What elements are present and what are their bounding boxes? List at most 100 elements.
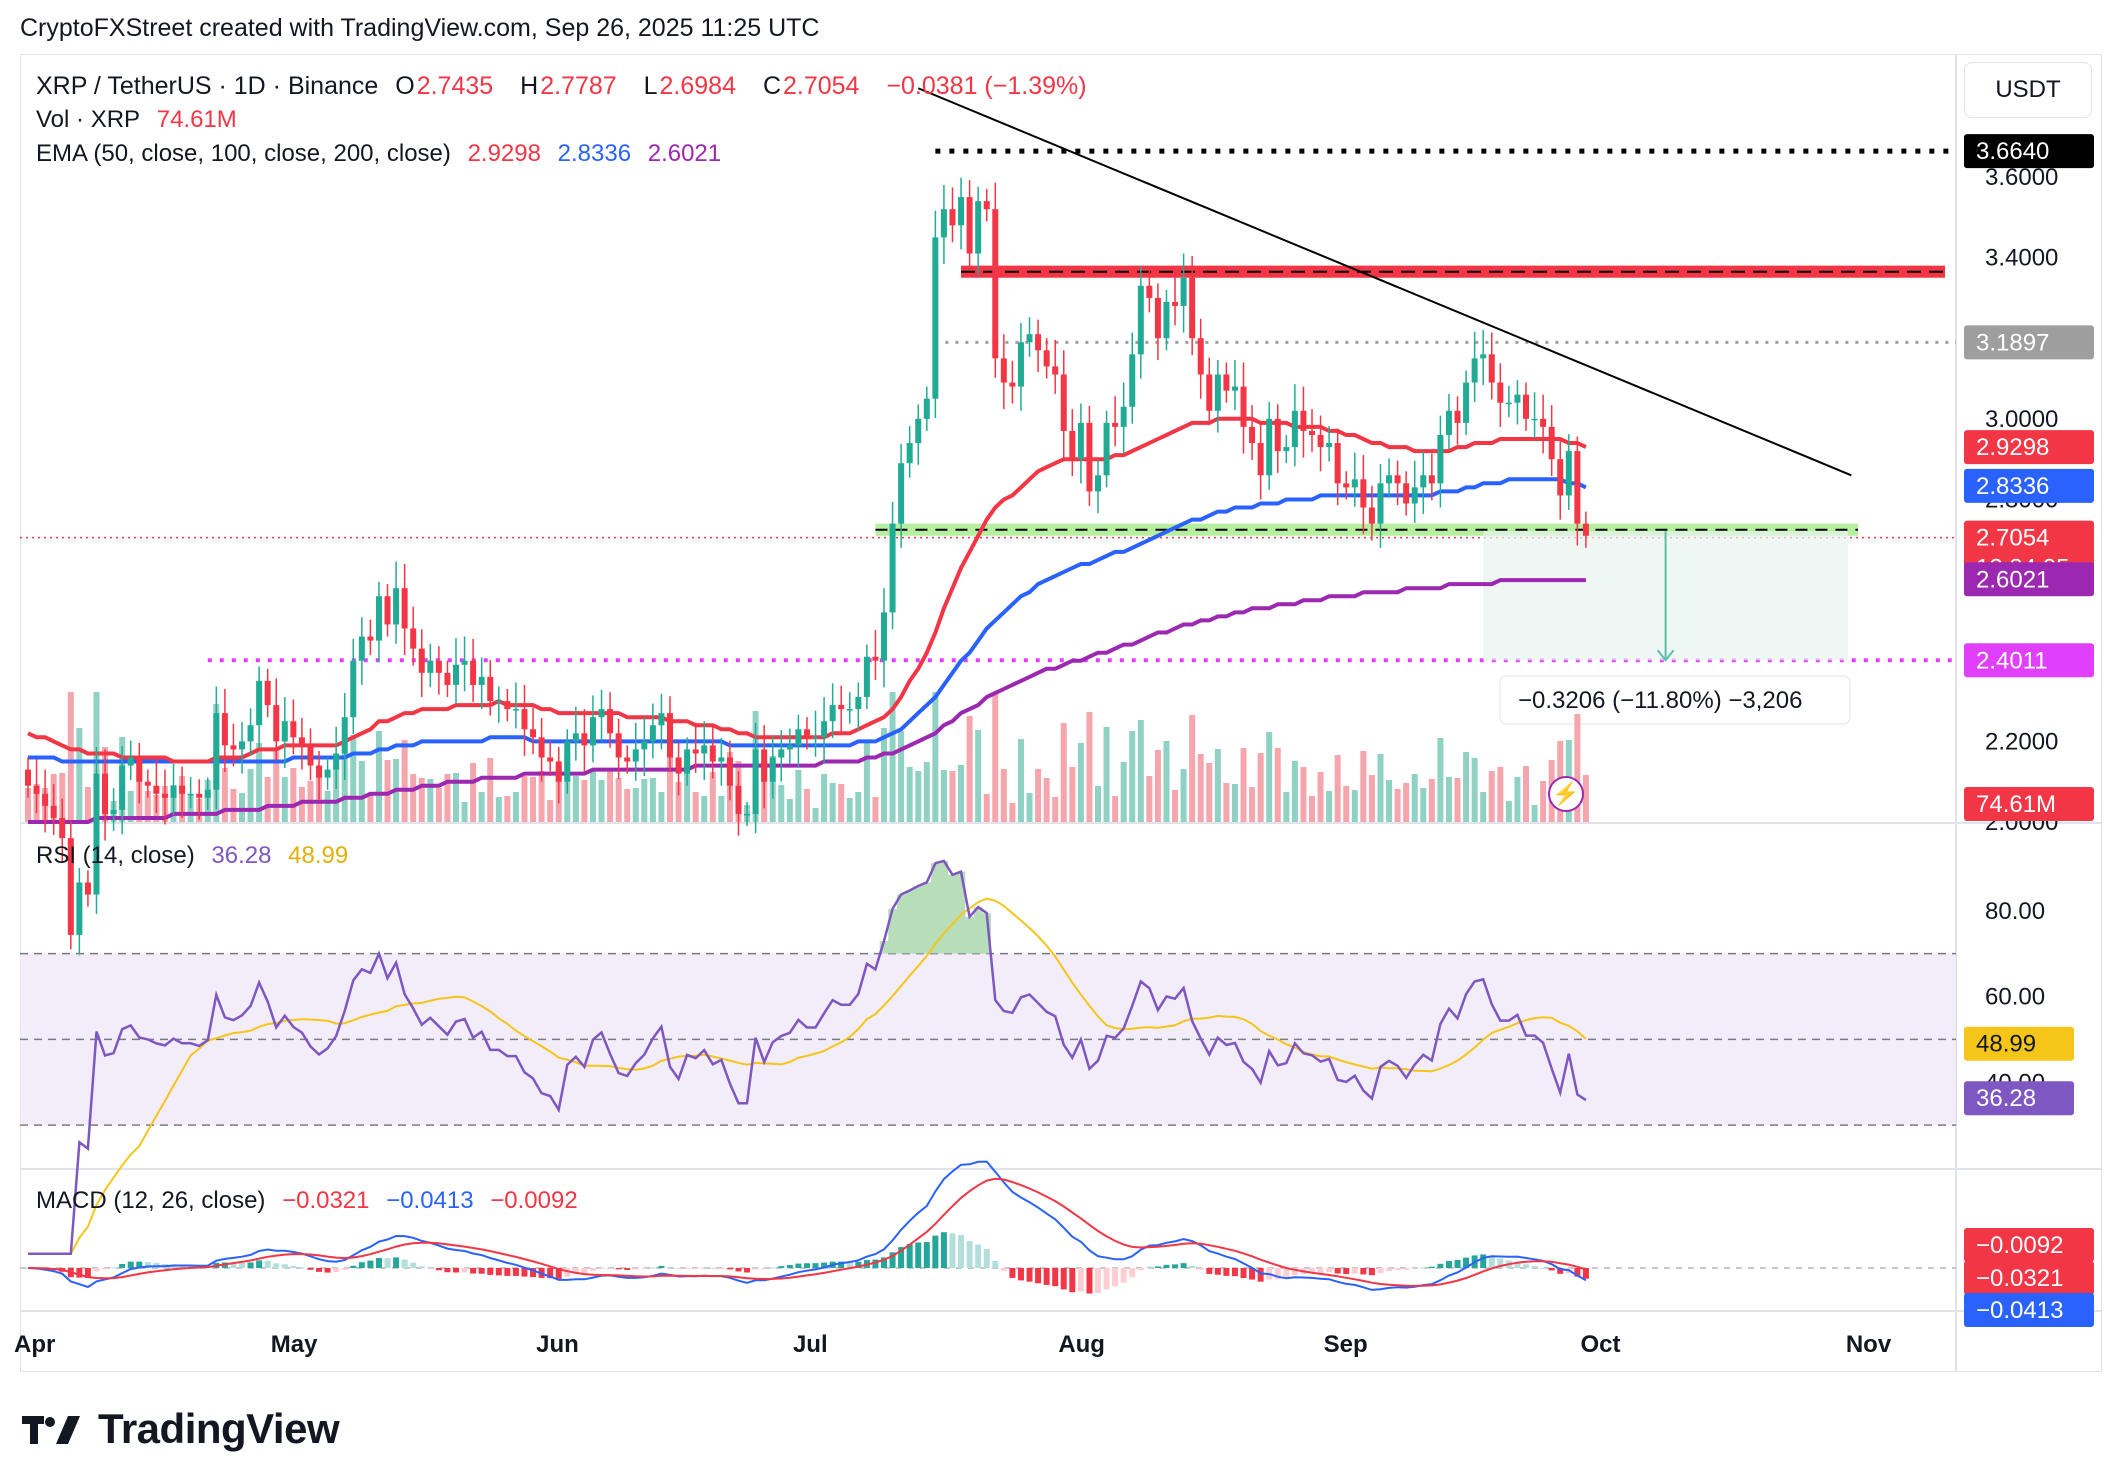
candle-body xyxy=(504,701,511,710)
candle-body xyxy=(435,660,442,673)
candle-body xyxy=(632,749,639,762)
macd-hist-bar xyxy=(461,1268,468,1273)
candle-body xyxy=(718,757,725,762)
low-value: 2.6984 xyxy=(659,72,736,100)
candle-body xyxy=(1403,483,1410,504)
lightning-icon[interactable]: ⚡ xyxy=(1548,776,1584,812)
candle-body xyxy=(59,817,66,839)
candle-body xyxy=(821,721,828,738)
candle-body xyxy=(247,725,254,742)
candle-body xyxy=(1574,451,1581,524)
candle-body xyxy=(1565,451,1572,496)
currency-button[interactable]: USDT xyxy=(1964,62,2092,118)
ema-legend[interactable]: EMA (50, close, 100, close, 200, close) … xyxy=(36,140,731,168)
volume-bar xyxy=(940,770,947,822)
tradingview-logo[interactable]: TradingView xyxy=(22,1405,340,1453)
candle-body xyxy=(1317,434,1324,448)
candle-body xyxy=(470,660,477,685)
macd-hist-bar xyxy=(1377,1268,1384,1274)
candle-body xyxy=(881,612,887,661)
macd-hist-bar xyxy=(418,1266,425,1268)
volume-bar xyxy=(341,751,348,822)
candle-body xyxy=(1000,358,1007,383)
macd-hist-bar xyxy=(615,1268,622,1270)
volume-legend[interactable]: Vol · XRP 74.61M xyxy=(36,106,247,134)
volume-bar xyxy=(1420,788,1427,822)
macd-hist-bar xyxy=(983,1249,990,1268)
candle-body xyxy=(649,725,656,742)
volume-bar xyxy=(512,792,519,822)
volume-bar xyxy=(290,768,297,822)
volume-bar xyxy=(1411,774,1418,822)
volume-bar xyxy=(1326,791,1333,822)
time-axis-label: Jul xyxy=(793,1331,828,1358)
candle-body xyxy=(281,721,288,742)
volume-bar xyxy=(384,760,391,822)
volume-bar xyxy=(1274,748,1281,822)
volume-bar xyxy=(1574,714,1581,822)
volume-bar xyxy=(1137,720,1144,822)
macd-hist-bar xyxy=(93,1268,100,1272)
volume-bar xyxy=(1291,761,1298,822)
macd-hist-bar xyxy=(1343,1268,1350,1275)
macd-hist-bar xyxy=(915,1242,922,1268)
candle-body xyxy=(427,660,434,673)
ema200-value: 2.6021 xyxy=(647,140,722,167)
candle-body xyxy=(786,745,793,750)
macd-hist-bar xyxy=(1180,1263,1187,1268)
macd-hist-bar xyxy=(1103,1268,1110,1290)
macd-hist-bar xyxy=(1154,1266,1161,1268)
macd-hist-bar xyxy=(478,1268,485,1274)
volume-bar xyxy=(1428,779,1435,822)
macd-hist-bar xyxy=(1497,1258,1504,1268)
volume-bar xyxy=(487,758,494,822)
ema50-value: 2.9298 xyxy=(467,140,541,167)
rsi-value: 36.28 xyxy=(211,842,272,869)
volume-bar xyxy=(1437,738,1444,822)
rsi-legend[interactable]: RSI (14, close) 36.28 48.99 xyxy=(36,842,358,870)
macd-hist-bar xyxy=(495,1268,502,1276)
macd-hist-bar xyxy=(307,1268,314,1270)
rsi-badge xyxy=(1964,1081,2074,1116)
macd-hist-bar xyxy=(1480,1254,1487,1268)
macd-hist-bar xyxy=(1129,1268,1136,1278)
macd-hist-bar xyxy=(572,1268,579,1275)
symbol-legend[interactable]: XRP / TetherUS · 1D · Binance O2.7435 H2… xyxy=(36,72,1097,101)
volume-bar xyxy=(1000,769,1007,822)
volume-bar xyxy=(358,761,365,822)
candle-body xyxy=(615,733,622,758)
rsi-tick-label: 60.00 xyxy=(1985,984,2045,1011)
rsi-line xyxy=(28,859,1587,1256)
chart-header: CryptoFXStreet created with TradingView.… xyxy=(20,14,820,42)
volume-bar xyxy=(692,792,699,822)
macd-hist-bar xyxy=(975,1244,982,1268)
candle-body xyxy=(273,705,280,742)
volume-bar xyxy=(1009,803,1016,822)
candle-body xyxy=(1497,382,1504,403)
volume-bar xyxy=(521,776,528,822)
candle-body xyxy=(393,588,400,625)
macd-hist-bar xyxy=(1514,1261,1521,1268)
macd-hist-bar xyxy=(769,1267,776,1269)
candle-body xyxy=(983,201,990,210)
volume-bar xyxy=(709,772,716,822)
price-tick-label: 3.6000 xyxy=(1985,164,2058,191)
candle-body xyxy=(889,523,896,613)
macd-hist-bar xyxy=(1060,1268,1067,1290)
macd-hist-bar xyxy=(598,1268,605,1269)
symbol-title[interactable]: XRP / TetherUS · 1D · Binance xyxy=(36,72,379,100)
macd-hist-bar xyxy=(726,1268,733,1270)
close-value: 2.7054 xyxy=(783,72,860,100)
macd-legend[interactable]: MACD (12, 26, close) −0.0321 −0.0413 −0.… xyxy=(36,1187,588,1215)
volume-bar xyxy=(667,738,673,822)
measure-label-box xyxy=(1499,675,1851,725)
candle-body xyxy=(401,588,408,629)
candle-body xyxy=(1214,374,1221,411)
candle-body xyxy=(1394,475,1401,484)
price-badge xyxy=(1964,468,2094,503)
macd-hist-bar xyxy=(264,1260,271,1268)
macd-hist-value: −0.0092 xyxy=(490,1187,578,1214)
volume-bar xyxy=(701,796,708,822)
volume-bar xyxy=(1052,797,1059,822)
